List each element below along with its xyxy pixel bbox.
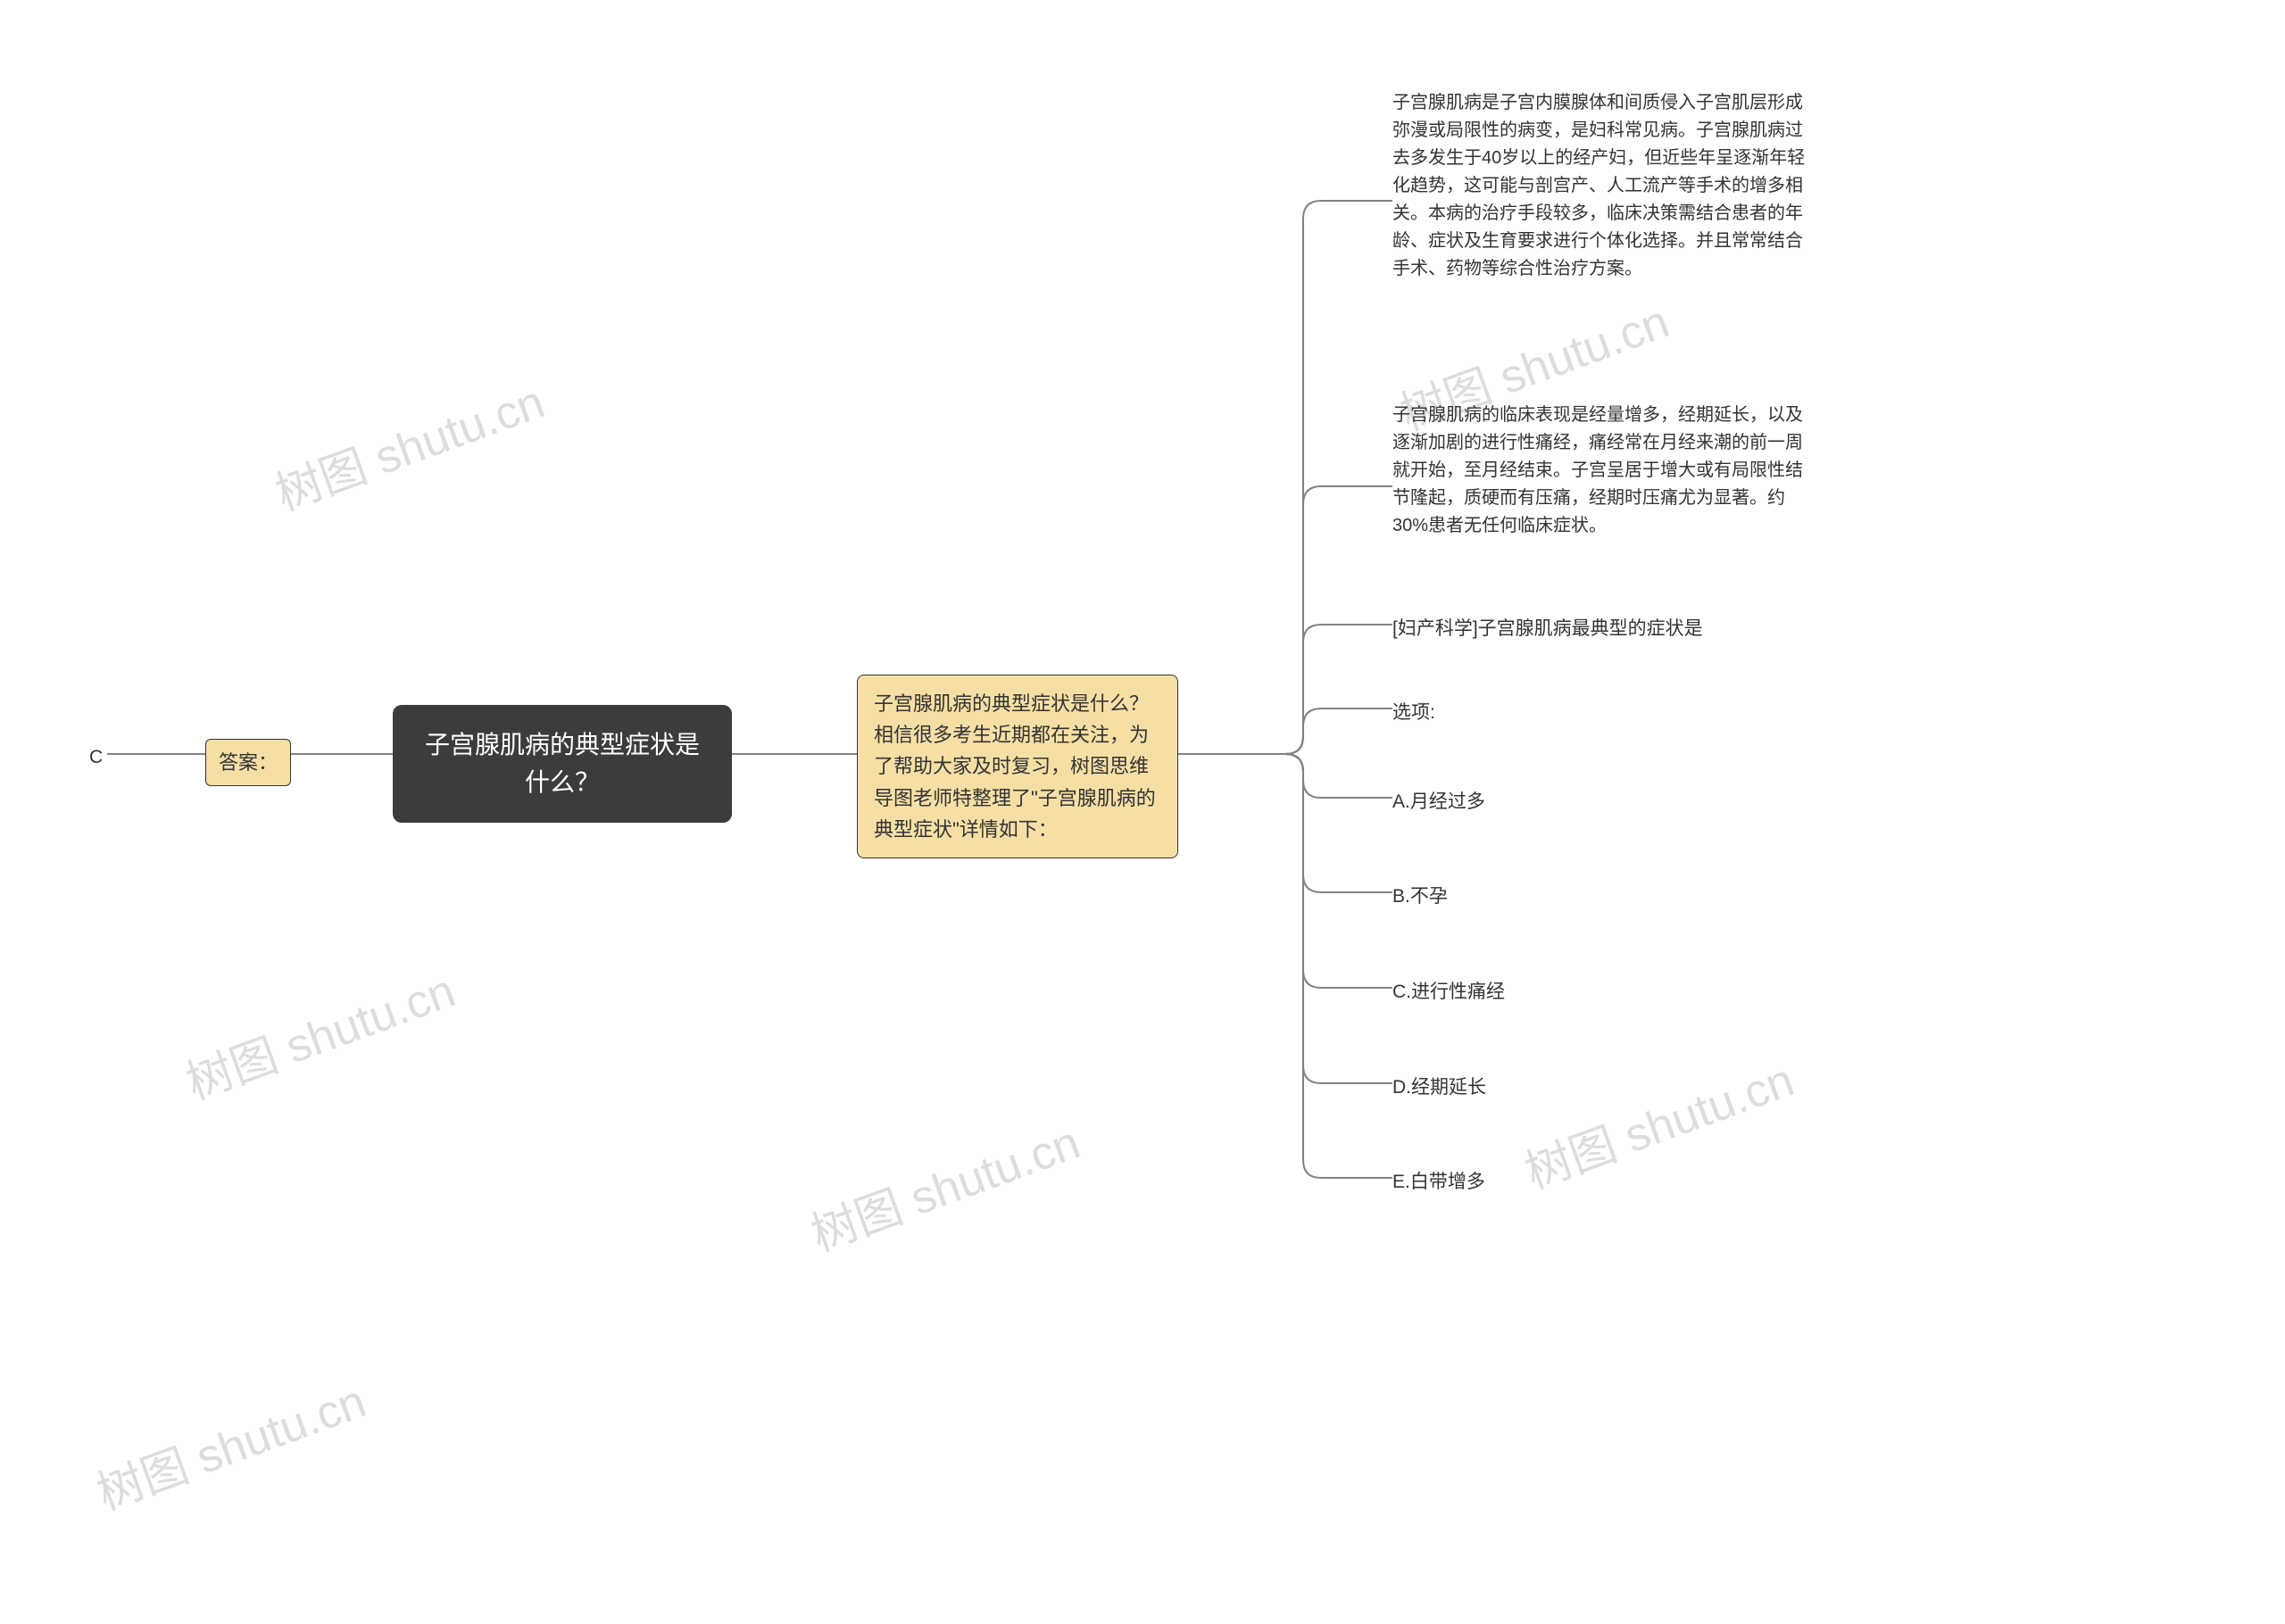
leaf-option-c: C.进行性痛经 [1392, 977, 1505, 1007]
answer-label-node: 答案： [205, 739, 291, 786]
watermark: 树图 shutu.cn [1515, 1042, 1802, 1201]
answer-value: C [89, 742, 103, 773]
mindmap-root-node: 子宫腺肌病的典型症状是什么？ [393, 705, 732, 823]
watermark: 树图 shutu.cn [801, 1105, 1088, 1264]
intro-node: 子宫腺肌病的典型症状是什么？相信很多考生近期都在关注，为了帮助大家及时复习，树图… [857, 675, 1178, 858]
watermark: 树图 shutu.cn [87, 1363, 374, 1522]
watermark: 树图 shutu.cn [176, 953, 463, 1112]
leaf-option-a: A.月经过多 [1392, 787, 1485, 817]
leaf-option-e: E.白带增多 [1392, 1167, 1485, 1197]
leaf-para2: 子宫腺肌病的临床表现是经量增多，经期延长，以及逐渐加剧的进行性痛经，痛经常在月经… [1392, 402, 1812, 540]
watermark: 树图 shutu.cn [265, 364, 553, 523]
leaf-subject: [妇产科学]子宫腺肌病最典型的症状是 [1392, 614, 1703, 644]
leaf-para1: 子宫腺肌病是子宫内膜腺体和间质侵入子宫肌层形成弥漫或局限性的病变，是妇科常见病。… [1392, 89, 1812, 283]
leaf-option-b: B.不孕 [1392, 882, 1448, 912]
leaf-options-label: 选项: [1392, 698, 1435, 728]
leaf-option-d: D.经期延长 [1392, 1073, 1486, 1103]
